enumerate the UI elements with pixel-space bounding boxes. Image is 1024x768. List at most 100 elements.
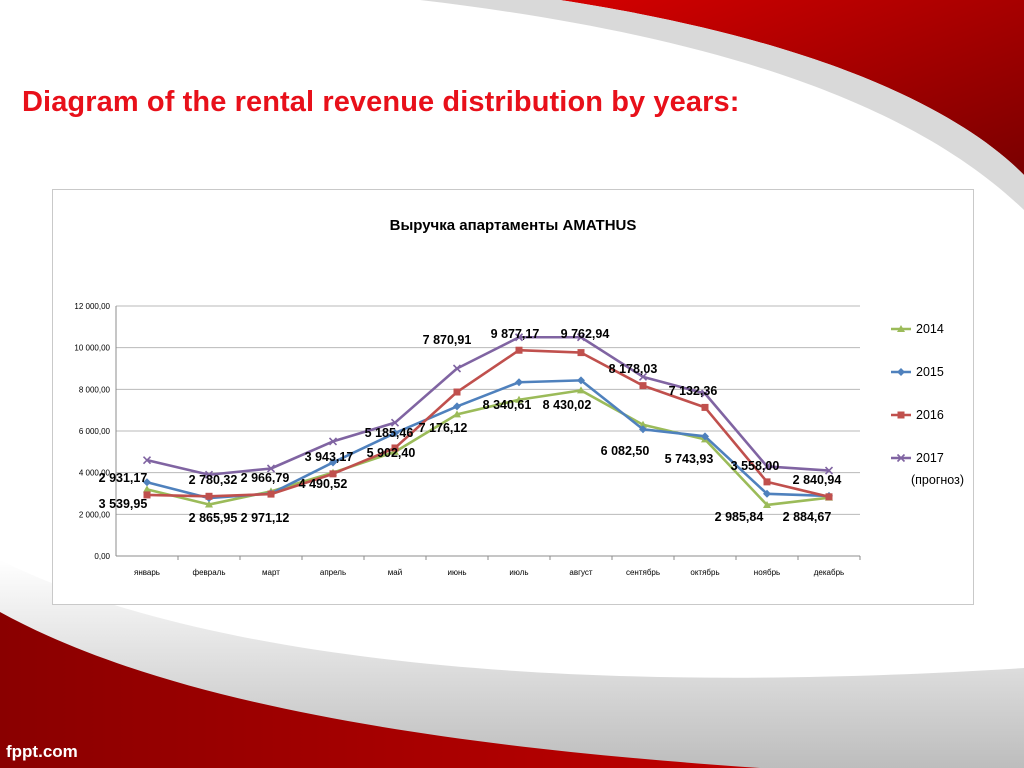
legend-entry-2017: 2017 [916, 451, 944, 465]
data-point-marker [514, 333, 524, 342]
x-tick-label: декабрь [814, 568, 844, 577]
data-point-marker [266, 464, 276, 473]
legend-entry-2015: 2015 [916, 365, 944, 379]
data-point-marker [143, 491, 151, 499]
legend-note: (прогноз) [911, 473, 964, 487]
data-point-marker [515, 346, 523, 354]
data-label: 5 185,46 [365, 426, 414, 440]
data-label: 8 430,02 [543, 398, 592, 412]
x-tick-label: июнь [447, 568, 466, 577]
data-point-marker [328, 437, 338, 446]
data-label: 7 176,12 [419, 421, 468, 435]
data-point-marker [205, 492, 213, 500]
data-label: 9 762,94 [561, 327, 610, 341]
x-tick-label: август [569, 568, 593, 577]
chart-title: Выручка апартаменты AMATHUS [390, 217, 637, 234]
bottom-red-band [0, 612, 760, 768]
chart-container: Выручка апартаменты AMATHUS 0,00 2 000,00 4… [52, 189, 974, 605]
data-label: 3 943,17 [305, 450, 354, 464]
y-tick-label: 10 000,00 [74, 344, 110, 353]
y-tick-label: 6 000,00 [79, 427, 111, 436]
data-point-marker [204, 470, 214, 479]
data-label: 9 877,17 [491, 327, 540, 341]
x-tick-label: март [262, 568, 280, 577]
data-point-marker [577, 376, 585, 385]
data-point-marker [701, 432, 709, 441]
data-point-marker [390, 418, 400, 427]
data-point-marker [825, 493, 833, 501]
series-2017 [142, 333, 834, 479]
data-label: 6 082,50 [601, 444, 650, 458]
data-point-marker [391, 429, 399, 438]
data-label: 7 870,91 [423, 333, 472, 347]
data-label: 2 931,17 [99, 471, 148, 485]
data-point-marker [896, 453, 906, 463]
data-point-marker [577, 386, 585, 394]
data-point-marker [577, 349, 585, 357]
data-point-marker [143, 478, 151, 487]
data-point-marker [701, 403, 709, 411]
slide-title: Diagram of the rental revenue distributi… [22, 86, 740, 118]
line-chart: Выручка апартаменты AMATHUS 0,00 2 000,00 4… [74, 217, 964, 577]
data-label: 3 539,95 [99, 497, 148, 511]
data-label: 2 865,95 [189, 511, 238, 525]
x-tick-label: октябрь [690, 568, 719, 577]
x-tick-label: ноябрь [754, 568, 780, 577]
data-point-marker [453, 402, 461, 411]
x-tick-label: январь [134, 568, 160, 577]
data-point-marker [515, 378, 523, 387]
y-tick-label: 12 000,00 [74, 302, 110, 311]
x-tick-label: февраль [192, 568, 225, 577]
data-point-marker [205, 500, 213, 508]
data-label: 8 340,61 [483, 398, 532, 412]
data-point-marker [824, 466, 834, 475]
data-label: 8 178,03 [609, 362, 658, 376]
legend-entry-2014: 2014 [916, 322, 944, 336]
top-right-red-swoosh [560, 0, 1024, 175]
x-tick-label: сентябрь [626, 568, 660, 577]
data-label: 2 884,67 [783, 510, 832, 524]
data-label: 7 132,36 [669, 384, 718, 398]
data-point-marker [763, 500, 771, 508]
data-label: 5 902,40 [367, 446, 416, 460]
data-point-marker [143, 485, 151, 493]
top-grey-swoosh [420, 0, 1024, 210]
data-point-marker [391, 444, 399, 452]
data-point-marker [329, 470, 337, 478]
data-point-marker [142, 456, 152, 465]
y-tick-label: 2 000,00 [79, 510, 111, 519]
x-tick-label: апрель [320, 568, 346, 577]
data-point-marker [515, 395, 523, 403]
x-tick-label: июль [509, 568, 528, 577]
data-point-marker [576, 333, 586, 342]
y-tick-label: 0,00 [94, 552, 110, 561]
data-point-marker [639, 382, 647, 390]
data-label: 2 971,12 [241, 511, 290, 525]
data-label: 4 490,52 [299, 477, 348, 491]
legend-entry-2016: 2016 [916, 408, 944, 422]
series-2016 [143, 346, 833, 501]
data-label: 2 985,84 [715, 510, 764, 524]
data-point-marker [638, 372, 648, 381]
data-label: 2 780,32 [189, 473, 238, 487]
data-point-marker [329, 458, 337, 467]
data-point-marker [700, 389, 710, 398]
data-point-marker [639, 425, 647, 434]
data-label: 2 966,79 [241, 471, 290, 485]
data-point-marker [897, 411, 905, 419]
y-tick-label: 8 000,00 [79, 385, 111, 394]
data-label: 5 743,93 [665, 452, 714, 466]
data-point-marker [897, 368, 905, 376]
x-tick-label: май [388, 568, 402, 577]
data-point-marker [897, 325, 905, 332]
data-label: 2 840,94 [793, 473, 842, 487]
data-point-marker [639, 420, 647, 428]
data-point-marker [452, 364, 462, 373]
y-tick-label: 4 000,00 [79, 469, 111, 478]
data-point-marker [453, 410, 461, 418]
data-label: 3 558,00 [731, 459, 780, 473]
data-point-marker [763, 489, 771, 498]
series-line-2016 [146, 348, 830, 499]
data-point-marker [763, 478, 771, 486]
brand-label: fppt.com [6, 742, 78, 761]
